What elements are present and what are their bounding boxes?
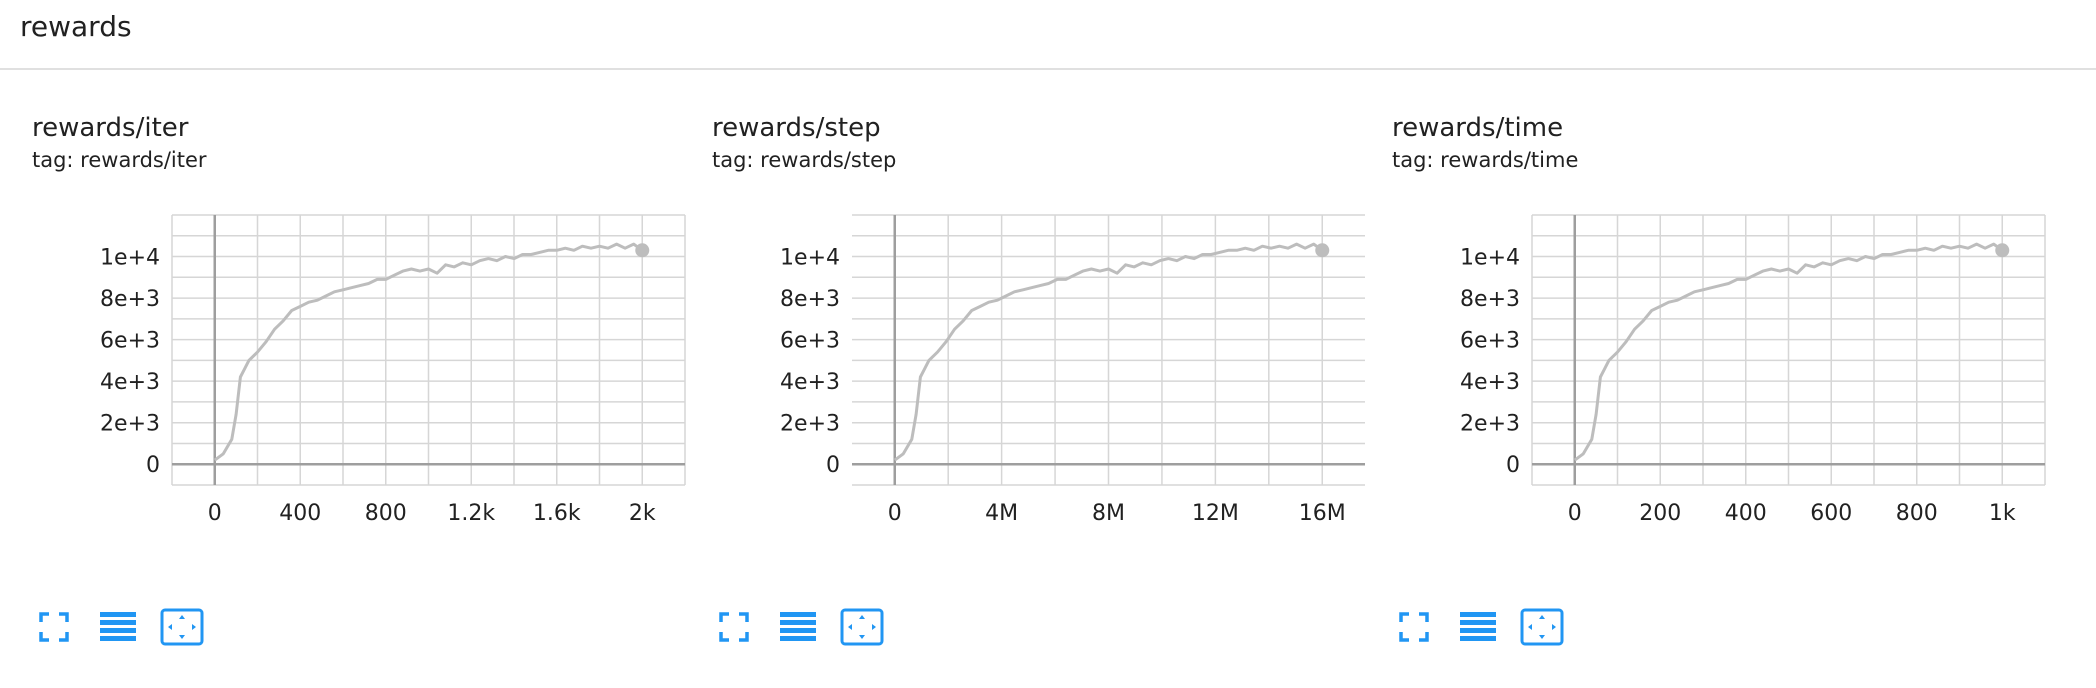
fullscreen-button[interactable]	[32, 605, 76, 649]
y-tick-label: 8e+3	[100, 287, 160, 312]
x-tick-label: 800	[365, 501, 407, 526]
line-chart-time[interactable]: 0 2e+3 4e+3 6e+3 8e+3 1e+4 0 200 400 600 800 1k	[1380, 185, 2060, 585]
fit-domain-button[interactable]	[160, 605, 204, 649]
y-tick-label: 2e+3	[100, 412, 160, 437]
fit-domain-icon	[840, 608, 884, 646]
chart-tag: tag: rewards/iter	[32, 148, 207, 172]
section-header: rewards	[0, 0, 2096, 70]
series-line	[213, 242, 644, 462]
x-tick-label: 600	[1810, 501, 1852, 526]
y-tick-label: 0	[146, 453, 160, 478]
fit-domain-button[interactable]	[1520, 605, 1564, 649]
x-tick-label: 4M	[985, 501, 1018, 526]
x-tick-label: 1.6k	[533, 501, 581, 526]
y-tick-label: 1e+4	[100, 246, 160, 271]
y-tick-label: 1e+4	[780, 246, 840, 271]
y-tick-label: 1e+4	[1460, 246, 1520, 271]
data-table-button[interactable]	[96, 605, 140, 649]
series-endpoint	[1995, 243, 2010, 258]
x-tick-label: 2k	[629, 501, 656, 526]
data-table-icon	[780, 612, 816, 641]
chart-title: rewards/time	[1392, 113, 1564, 143]
fit-domain-button[interactable]	[840, 605, 884, 649]
y-tick-label: 4e+3	[1460, 370, 1520, 395]
section-title: rewards	[20, 10, 132, 43]
data-table-button[interactable]	[776, 605, 820, 649]
y-tick-label: 2e+3	[780, 412, 840, 437]
y-tick-label: 0	[826, 453, 840, 478]
data-table-button[interactable]	[1456, 605, 1500, 649]
fit-domain-icon	[160, 608, 204, 646]
data-table-icon	[100, 612, 136, 641]
x-tick-label: 400	[279, 501, 321, 526]
series-line	[893, 242, 1324, 462]
fullscreen-icon	[719, 612, 749, 642]
series-endpoint	[635, 243, 650, 258]
chart-title: rewards/step	[712, 113, 881, 143]
series-endpoint	[1315, 243, 1330, 258]
chart-tag: tag: rewards/step	[712, 148, 897, 172]
chart-card-step: rewards/step tag: rewards/step 0 2e+3 4e+3…	[700, 70, 1380, 688]
y-tick-label: 6e+3	[1460, 329, 1520, 354]
y-tick-label: 4e+3	[780, 370, 840, 395]
x-tick-label: 12M	[1192, 501, 1239, 526]
x-tick-label: 1k	[1989, 501, 2016, 526]
x-tick-label: 0	[208, 501, 222, 526]
data-table-icon	[1460, 612, 1496, 641]
line-chart-iter[interactable]: 0 2e+3 4e+3 6e+3 8e+3 1e+4 0 400 800 1.2k 1.6k 2k	[20, 185, 700, 585]
chart-card-time: rewards/time tag: rewards/time 0 2e+3 4e+3…	[1380, 70, 2060, 688]
fullscreen-icon	[1399, 612, 1429, 642]
chart-title: rewards/iter	[32, 113, 189, 143]
x-tick-label: 200	[1639, 501, 1681, 526]
series-line	[1573, 242, 2004, 462]
y-tick-label: 8e+3	[780, 287, 840, 312]
fit-domain-icon	[1520, 608, 1564, 646]
line-chart-step[interactable]: 0 2e+3 4e+3 6e+3 8e+3 1e+4 0 4M 8M 12M 16M	[700, 185, 1380, 585]
y-tick-label: 6e+3	[100, 329, 160, 354]
x-tick-label: 800	[1896, 501, 1938, 526]
chart-tag: tag: rewards/time	[1392, 148, 1579, 172]
y-tick-label: 6e+3	[780, 329, 840, 354]
fullscreen-icon	[39, 612, 69, 642]
x-tick-label: 400	[1725, 501, 1767, 526]
y-tick-label: 4e+3	[100, 370, 160, 395]
fullscreen-button[interactable]	[712, 605, 756, 649]
x-tick-label: 1.2k	[447, 501, 495, 526]
fullscreen-button[interactable]	[1392, 605, 1436, 649]
y-tick-label: 2e+3	[1460, 412, 1520, 437]
x-tick-label: 0	[888, 501, 902, 526]
x-tick-label: 16M	[1299, 501, 1346, 526]
y-tick-label: 8e+3	[1460, 287, 1520, 312]
y-tick-label: 0	[1506, 453, 1520, 478]
x-tick-label: 0	[1568, 501, 1582, 526]
x-tick-label: 8M	[1092, 501, 1125, 526]
chart-card-iter: rewards/iter tag: rewards/iter 0 2e+3 4e+3…	[20, 70, 700, 688]
